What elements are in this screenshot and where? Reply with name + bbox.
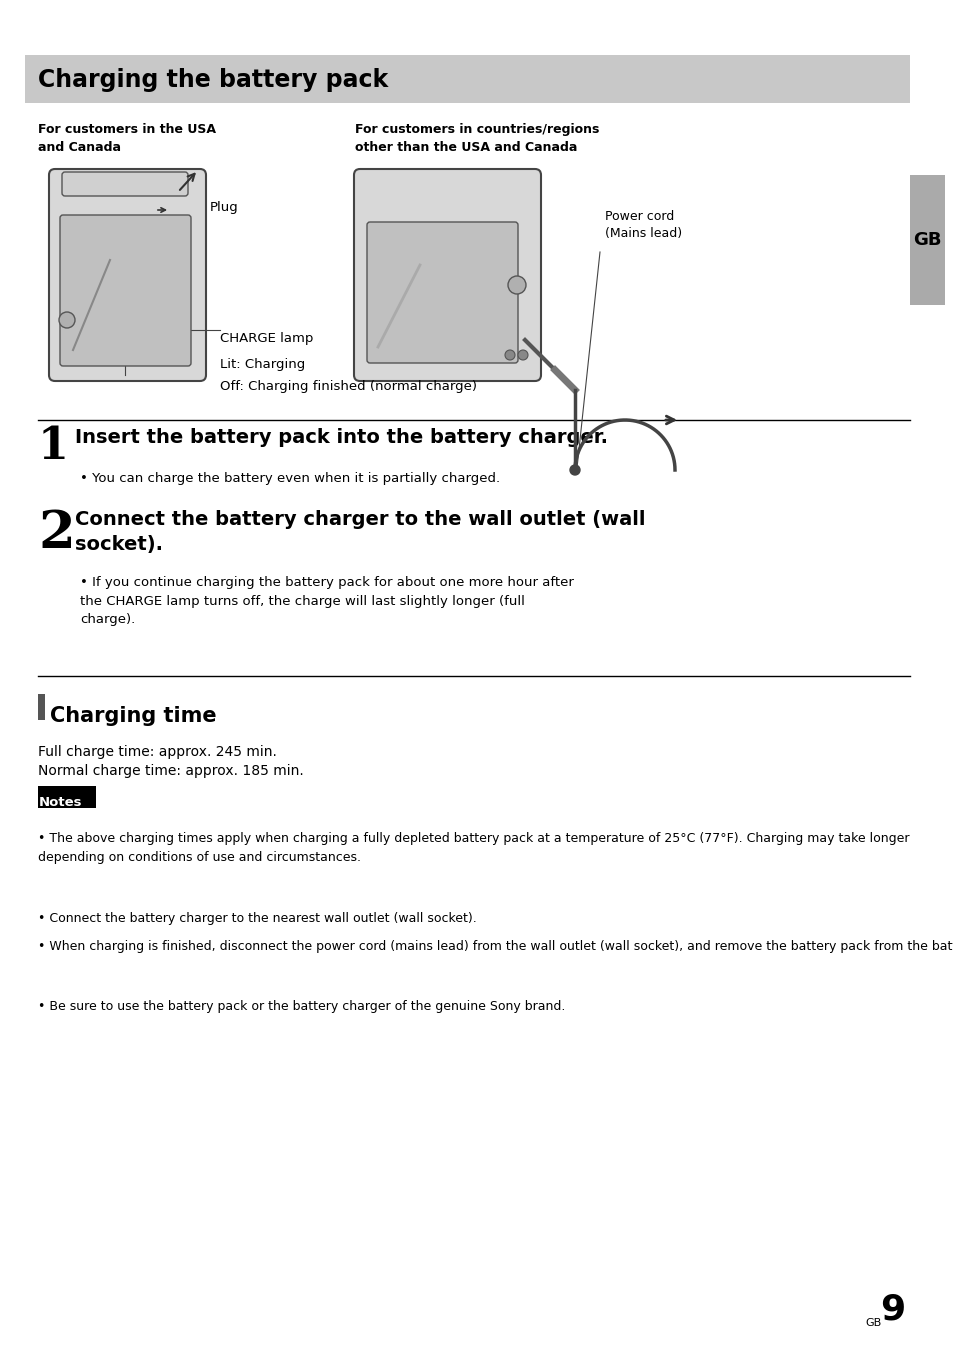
Circle shape (517, 350, 527, 360)
Text: • When charging is finished, disconnect the power cord (mains lead) from the wal: • When charging is finished, disconnect … (38, 940, 953, 954)
Text: 2: 2 (38, 508, 74, 560)
Text: • The above charging times apply when charging a fully depleted battery pack at : • The above charging times apply when ch… (38, 833, 908, 863)
Text: Off: Charging finished (normal charge): Off: Charging finished (normal charge) (220, 381, 476, 393)
Text: Connect the battery charger to the wall outlet (wall
socket).: Connect the battery charger to the wall … (75, 510, 645, 554)
Circle shape (507, 276, 525, 295)
FancyBboxPatch shape (60, 215, 191, 366)
Bar (909, 175, 944, 305)
Text: For customers in countries/regions
other than the USA and Canada: For customers in countries/regions other… (355, 122, 598, 153)
Text: Lit: Charging: Lit: Charging (220, 358, 305, 371)
Text: Charging time: Charging time (50, 706, 216, 726)
Text: 9: 9 (879, 1293, 904, 1328)
Bar (38, 785, 96, 808)
Text: Normal charge time: approx. 185 min.: Normal charge time: approx. 185 min. (38, 764, 303, 777)
Text: Full charge time: approx. 245 min.: Full charge time: approx. 245 min. (38, 745, 276, 759)
Text: Power cord
(Mains lead): Power cord (Mains lead) (604, 210, 681, 239)
Text: • Be sure to use the battery pack or the battery charger of the genuine Sony bra: • Be sure to use the battery pack or the… (38, 999, 565, 1013)
Bar (25, 55, 909, 104)
FancyBboxPatch shape (62, 172, 188, 196)
Text: For customers in the USA
and Canada: For customers in the USA and Canada (38, 122, 215, 153)
Text: 1: 1 (38, 425, 69, 468)
Text: • Connect the battery charger to the nearest wall outlet (wall socket).: • Connect the battery charger to the nea… (38, 912, 476, 925)
FancyBboxPatch shape (367, 222, 517, 363)
Circle shape (569, 465, 579, 475)
Text: CHARGE lamp: CHARGE lamp (220, 332, 313, 346)
Text: GB: GB (864, 1318, 881, 1328)
Bar (38, 694, 45, 720)
Text: • If you continue charging the battery pack for about one more hour after
the CH: • If you continue charging the battery p… (80, 576, 574, 625)
Text: Plug: Plug (210, 200, 238, 214)
Text: Charging the battery pack: Charging the battery pack (38, 69, 388, 91)
FancyBboxPatch shape (49, 169, 206, 381)
Text: Insert the battery pack into the battery charger.: Insert the battery pack into the battery… (75, 428, 607, 447)
Text: Notes: Notes (39, 796, 82, 808)
FancyBboxPatch shape (354, 169, 540, 381)
Circle shape (59, 312, 75, 328)
Circle shape (504, 350, 515, 360)
Text: GB: GB (912, 231, 941, 249)
Text: • You can charge the battery even when it is partially charged.: • You can charge the battery even when i… (80, 472, 499, 486)
